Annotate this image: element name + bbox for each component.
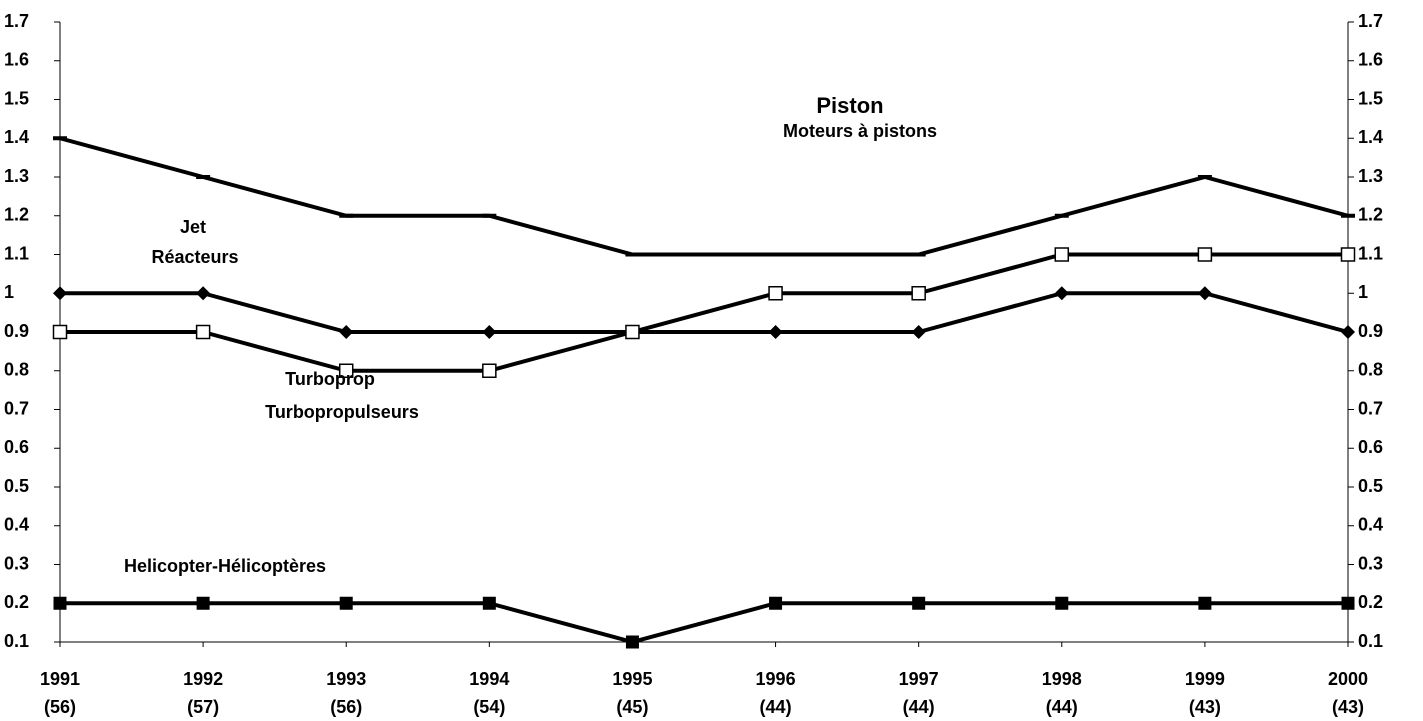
marker <box>768 325 783 339</box>
marker <box>912 596 926 610</box>
x-tick-sublabel: (56) <box>44 697 76 717</box>
marker <box>1197 286 1212 301</box>
y2-tick-label: 1.3 <box>1358 166 1383 186</box>
y-tick-label: 1.4 <box>4 127 29 147</box>
y2-tick-label: 0.1 <box>1358 631 1383 651</box>
y2-tick-label: 1.4 <box>1358 127 1383 147</box>
x-tick-sublabel: (43) <box>1332 697 1364 717</box>
marker <box>911 325 926 339</box>
y2-tick-label: 0.9 <box>1358 321 1383 341</box>
marker <box>1341 596 1355 610</box>
marker <box>196 286 211 301</box>
y-tick-label: 1 <box>4 282 14 302</box>
y-tick-label: 0.7 <box>4 398 29 418</box>
marker <box>195 324 211 340</box>
y2-tick-label: 0.3 <box>1358 553 1383 573</box>
y-tick-label: 0.8 <box>4 360 29 380</box>
marker <box>196 596 210 610</box>
marker <box>482 363 497 378</box>
series-label: Helicopter-Hélicoptères <box>124 556 326 576</box>
marker <box>338 363 354 378</box>
series-label: Jet <box>180 217 206 237</box>
marker <box>1054 247 1070 262</box>
series-line <box>60 291 1349 334</box>
y-tick-label: 1.2 <box>4 205 29 225</box>
marker <box>482 325 497 339</box>
marker <box>1197 247 1213 262</box>
marker <box>482 596 496 610</box>
y2-tick-label: 0.5 <box>1358 476 1383 496</box>
marker <box>625 324 640 340</box>
marker <box>1340 247 1356 262</box>
marker <box>1055 596 1069 610</box>
x-tick-label: 1999 <box>1185 669 1225 689</box>
marker <box>1198 596 1212 610</box>
series-line <box>59 136 1349 257</box>
y2-tick-label: 1.5 <box>1358 88 1383 108</box>
series-sublabel: Moteurs à pistons <box>783 121 937 141</box>
x-tick-sublabel: (44) <box>903 697 935 717</box>
x-tick-label: 1991 <box>40 669 80 689</box>
y-tick-label: 1.5 <box>4 88 29 108</box>
marker <box>769 596 783 610</box>
y-tick-label: 1.7 <box>4 11 29 31</box>
x-tick-sublabel: (44) <box>1046 697 1078 717</box>
y-tick-label: 0.6 <box>4 437 29 457</box>
y2-tick-label: 0.2 <box>1358 592 1383 612</box>
marker <box>52 324 68 340</box>
y-tick-label: 0.5 <box>4 476 29 496</box>
series-line <box>60 252 1348 373</box>
x-tick-sublabel: (57) <box>187 697 219 717</box>
y2-tick-label: 0.6 <box>1358 437 1383 457</box>
x-tick-sublabel: (44) <box>760 697 792 717</box>
x-tick-label: 1992 <box>183 669 223 689</box>
x-tick-label: 1998 <box>1042 669 1082 689</box>
series-label: Piston <box>816 93 883 118</box>
marker <box>339 325 354 339</box>
y2-tick-label: 0.8 <box>1358 360 1383 380</box>
y2-tick-label: 1.6 <box>1358 50 1383 70</box>
x-tick-sublabel: (45) <box>616 697 648 717</box>
x-tick-sublabel: (54) <box>473 697 505 717</box>
y-tick-label: 1.1 <box>4 243 29 263</box>
series-line <box>60 601 1348 644</box>
x-tick-sublabel: (43) <box>1189 697 1221 717</box>
y2-tick-label: 1 <box>1358 282 1368 302</box>
y-tick-label: 0.2 <box>4 592 29 612</box>
y-tick-label: 1.3 <box>4 166 29 186</box>
y2-tick-label: 1.2 <box>1358 205 1383 225</box>
marker <box>1054 286 1069 301</box>
marker <box>53 286 67 301</box>
x-tick-label: 1997 <box>899 669 939 689</box>
y2-tick-label: 0.7 <box>1358 398 1383 418</box>
series-sublabel: Turbopropulseurs <box>265 402 419 422</box>
marker <box>339 596 353 610</box>
y-tick-label: 0.4 <box>4 515 29 535</box>
x-tick-sublabel: (56) <box>330 697 362 717</box>
marker <box>625 635 639 649</box>
x-tick-label: 1993 <box>326 669 366 689</box>
x-tick-label: 1994 <box>469 669 509 689</box>
y-tick-label: 0.3 <box>4 553 29 573</box>
series-sublabel: Réacteurs <box>151 247 238 267</box>
y2-tick-label: 1.1 <box>1358 243 1383 263</box>
series-label: Turboprop <box>285 369 375 389</box>
y-tick-label: 0.1 <box>4 631 29 651</box>
y-tick-label: 0.9 <box>4 321 29 341</box>
y2-tick-label: 1.7 <box>1358 11 1383 31</box>
marker <box>53 596 67 610</box>
x-tick-label: 1996 <box>756 669 796 689</box>
marker <box>911 286 926 301</box>
x-tick-label: 1995 <box>612 669 652 689</box>
y2-tick-label: 0.4 <box>1358 515 1383 535</box>
marker <box>768 286 783 301</box>
marker <box>1341 325 1355 339</box>
y-tick-label: 1.6 <box>4 50 29 70</box>
x-tick-label: 2000 <box>1328 669 1368 689</box>
